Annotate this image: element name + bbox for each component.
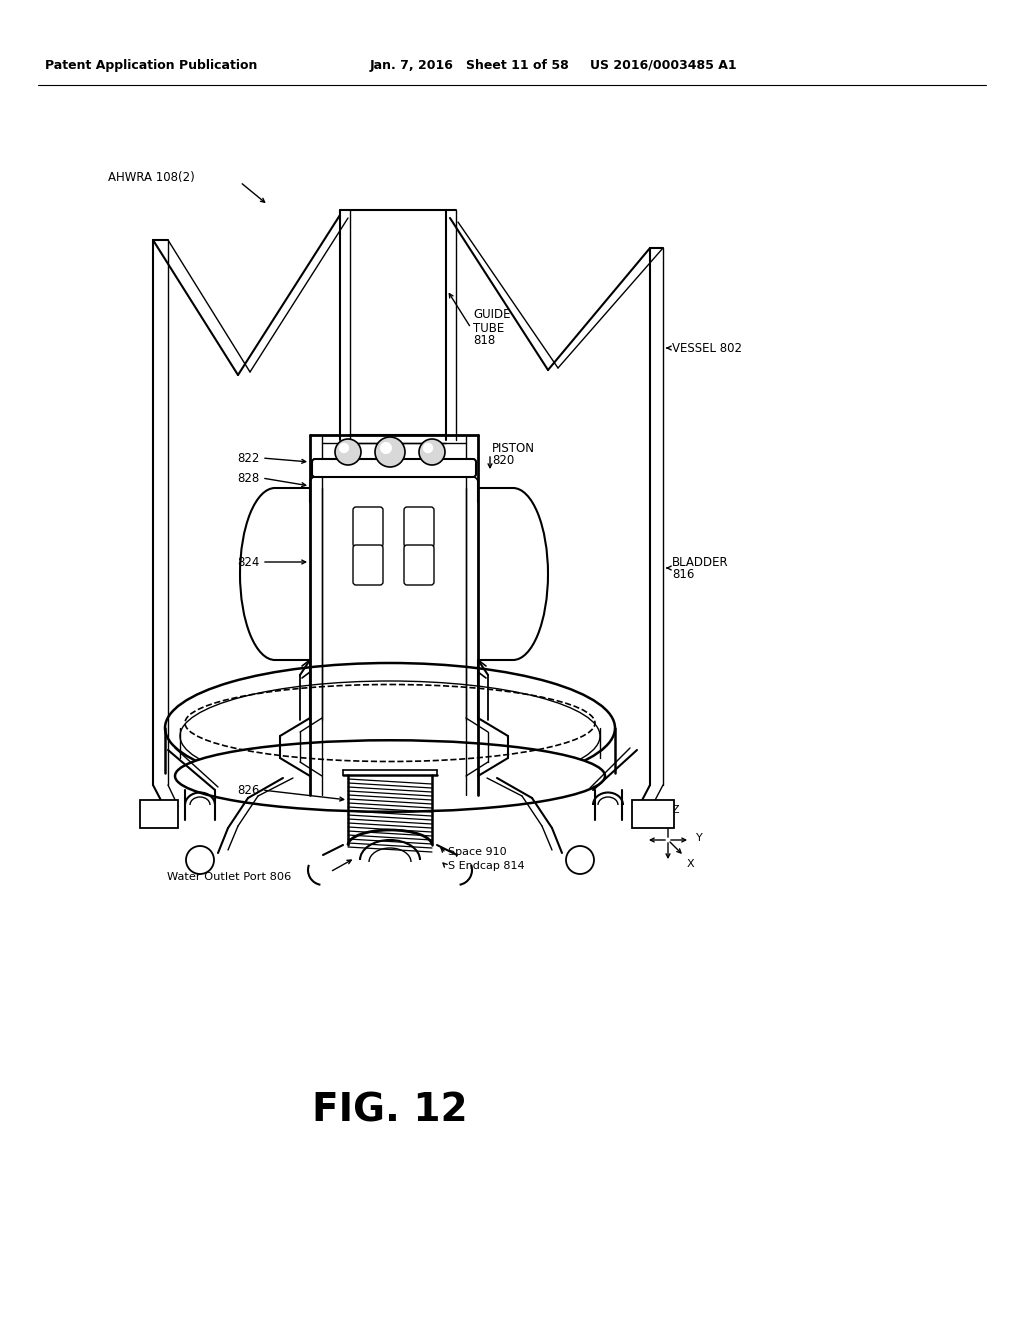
Text: X: X	[687, 859, 694, 869]
FancyBboxPatch shape	[404, 507, 434, 546]
FancyBboxPatch shape	[404, 545, 434, 585]
Circle shape	[335, 440, 361, 465]
Text: S Endcap 814: S Endcap 814	[449, 861, 524, 871]
Text: Water Outlet Port 806: Water Outlet Port 806	[167, 873, 291, 882]
Text: 828: 828	[238, 471, 260, 484]
Text: PISTON: PISTON	[492, 441, 535, 454]
FancyBboxPatch shape	[632, 800, 674, 828]
Text: 822: 822	[238, 451, 260, 465]
Text: 824: 824	[238, 556, 260, 569]
Circle shape	[566, 846, 594, 874]
Circle shape	[423, 442, 433, 453]
Text: FIG. 12: FIG. 12	[312, 1092, 468, 1129]
Text: 818: 818	[473, 334, 496, 347]
Text: Patent Application Publication: Patent Application Publication	[45, 58, 257, 71]
FancyBboxPatch shape	[353, 545, 383, 585]
Circle shape	[375, 437, 406, 467]
Text: VESSEL 802: VESSEL 802	[672, 342, 742, 355]
Text: 816: 816	[672, 569, 694, 582]
Circle shape	[339, 442, 349, 453]
Ellipse shape	[165, 663, 615, 793]
Text: US 2016/0003485 A1: US 2016/0003485 A1	[590, 58, 736, 71]
Circle shape	[380, 442, 392, 454]
Text: Space 910: Space 910	[449, 847, 507, 857]
Text: Y: Y	[696, 833, 702, 843]
Text: Z: Z	[671, 805, 679, 814]
Text: TUBE: TUBE	[473, 322, 504, 334]
Circle shape	[419, 440, 445, 465]
FancyBboxPatch shape	[140, 800, 178, 828]
Text: BLADDER: BLADDER	[672, 556, 729, 569]
FancyBboxPatch shape	[353, 507, 383, 546]
Circle shape	[186, 846, 214, 874]
Ellipse shape	[180, 681, 600, 791]
Text: AHWRA 108(2): AHWRA 108(2)	[108, 172, 195, 185]
FancyBboxPatch shape	[312, 459, 476, 477]
Text: 826: 826	[238, 784, 260, 796]
Text: Jan. 7, 2016   Sheet 11 of 58: Jan. 7, 2016 Sheet 11 of 58	[370, 58, 569, 71]
Text: GUIDE: GUIDE	[473, 309, 511, 322]
Text: 820: 820	[492, 454, 514, 467]
Ellipse shape	[175, 741, 605, 812]
